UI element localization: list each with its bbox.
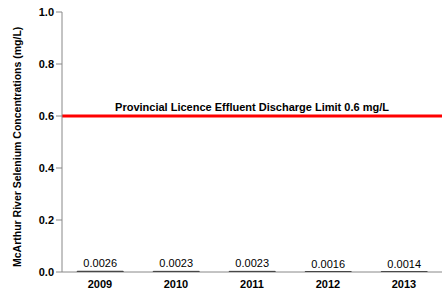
svg-text:0.6: 0.6 xyxy=(39,110,54,122)
svg-text:2011: 2011 xyxy=(240,278,264,290)
svg-text:0.0014: 0.0014 xyxy=(387,258,421,270)
svg-text:0.0: 0.0 xyxy=(39,266,54,278)
svg-text:Provincial Licence Effluent Di: Provincial Licence Effluent Discharge Li… xyxy=(115,101,389,113)
svg-text:0.0023: 0.0023 xyxy=(159,257,193,269)
svg-text:2010: 2010 xyxy=(164,278,188,290)
svg-text:2013: 2013 xyxy=(392,278,416,290)
svg-text:2009: 2009 xyxy=(88,278,112,290)
svg-text:1.0: 1.0 xyxy=(39,6,54,18)
svg-text:0.0016: 0.0016 xyxy=(311,258,345,270)
svg-text:0.0023: 0.0023 xyxy=(235,257,269,269)
svg-text:0.4: 0.4 xyxy=(39,162,55,174)
svg-text:2012: 2012 xyxy=(316,278,340,290)
svg-text:0.2: 0.2 xyxy=(39,214,54,226)
svg-text:McArthur River Selenium Concen: McArthur River Selenium Concentrations (… xyxy=(11,27,23,267)
svg-text:0.0026: 0.0026 xyxy=(83,257,117,269)
svg-text:0.8: 0.8 xyxy=(39,58,54,70)
